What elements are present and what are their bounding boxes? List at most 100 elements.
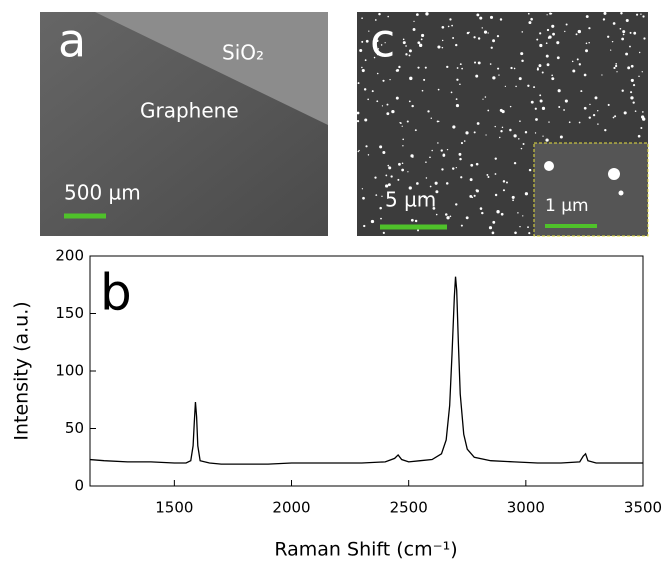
particle [539,99,543,103]
particle [357,82,360,85]
particle [556,56,560,60]
particle [441,168,444,171]
particle [545,138,549,142]
particle [461,67,463,70]
particle [365,39,369,43]
particle [492,39,496,43]
particle [534,132,537,134]
y-tick-label: 100 [55,362,84,380]
particle [402,145,404,147]
particle [475,74,479,78]
particle [473,131,476,134]
particle [397,178,400,181]
particle [610,49,612,51]
particle [460,224,463,227]
particle [519,120,521,122]
particle [479,16,483,20]
particle [412,28,416,31]
particle [408,54,411,57]
particle [379,145,383,149]
particle [614,64,618,68]
particle [465,131,469,135]
particle [421,89,424,92]
particle [575,33,578,36]
particle [494,157,497,160]
particle [542,135,544,137]
particle [549,12,552,15]
particle [487,32,489,34]
particle [492,220,496,224]
particle [362,196,365,200]
particle [630,64,634,68]
particle [520,147,523,150]
region-label: SiO₂ [222,41,264,65]
particle [505,181,508,184]
particle [469,178,473,182]
panel-c: c 5 µm 1 µm [356,11,649,237]
particle [377,48,380,50]
particle [551,24,555,28]
particle [361,68,365,73]
particle [459,63,462,66]
particle [456,67,459,69]
particle [629,31,632,34]
particle [361,188,364,190]
particle [446,65,449,69]
particle [520,52,524,56]
particle [533,86,536,89]
particle [603,11,607,15]
particle [411,156,414,158]
particle [442,153,446,157]
particle [509,128,512,132]
particle [425,161,427,163]
particle [389,52,391,55]
particle [546,63,550,67]
particle [589,103,591,106]
particle [401,125,403,127]
particle [441,46,444,49]
particle [521,31,524,33]
particle [405,45,407,47]
particle [640,13,642,15]
particle [621,37,625,41]
particle [588,116,591,119]
particle [378,12,381,16]
particle [374,176,377,179]
particle [371,90,374,93]
particle [455,203,458,206]
particle [642,15,645,18]
particle [402,138,404,141]
particle [608,168,620,180]
particle [389,78,391,81]
particle [446,216,450,220]
particle [494,193,498,197]
particle [497,67,500,70]
particle [622,33,625,36]
particle [629,45,631,48]
panel-label: b [100,264,132,322]
particle [386,112,390,116]
particle [452,125,456,129]
particle [409,76,413,81]
particle [434,181,438,185]
particle [514,231,517,235]
particle [365,145,368,148]
particle [612,22,616,25]
particle [420,38,423,41]
particle [387,164,390,167]
particle [578,121,581,124]
particle [527,226,529,229]
particle [594,96,598,100]
region-label: Graphene [140,99,239,123]
particle [458,152,462,156]
particle [607,103,610,106]
particle [502,189,506,192]
particle [597,110,599,112]
particle [546,28,550,32]
particle [622,30,626,34]
particle [630,91,633,94]
particle [481,27,483,29]
particle [429,185,432,188]
particle [528,232,531,235]
